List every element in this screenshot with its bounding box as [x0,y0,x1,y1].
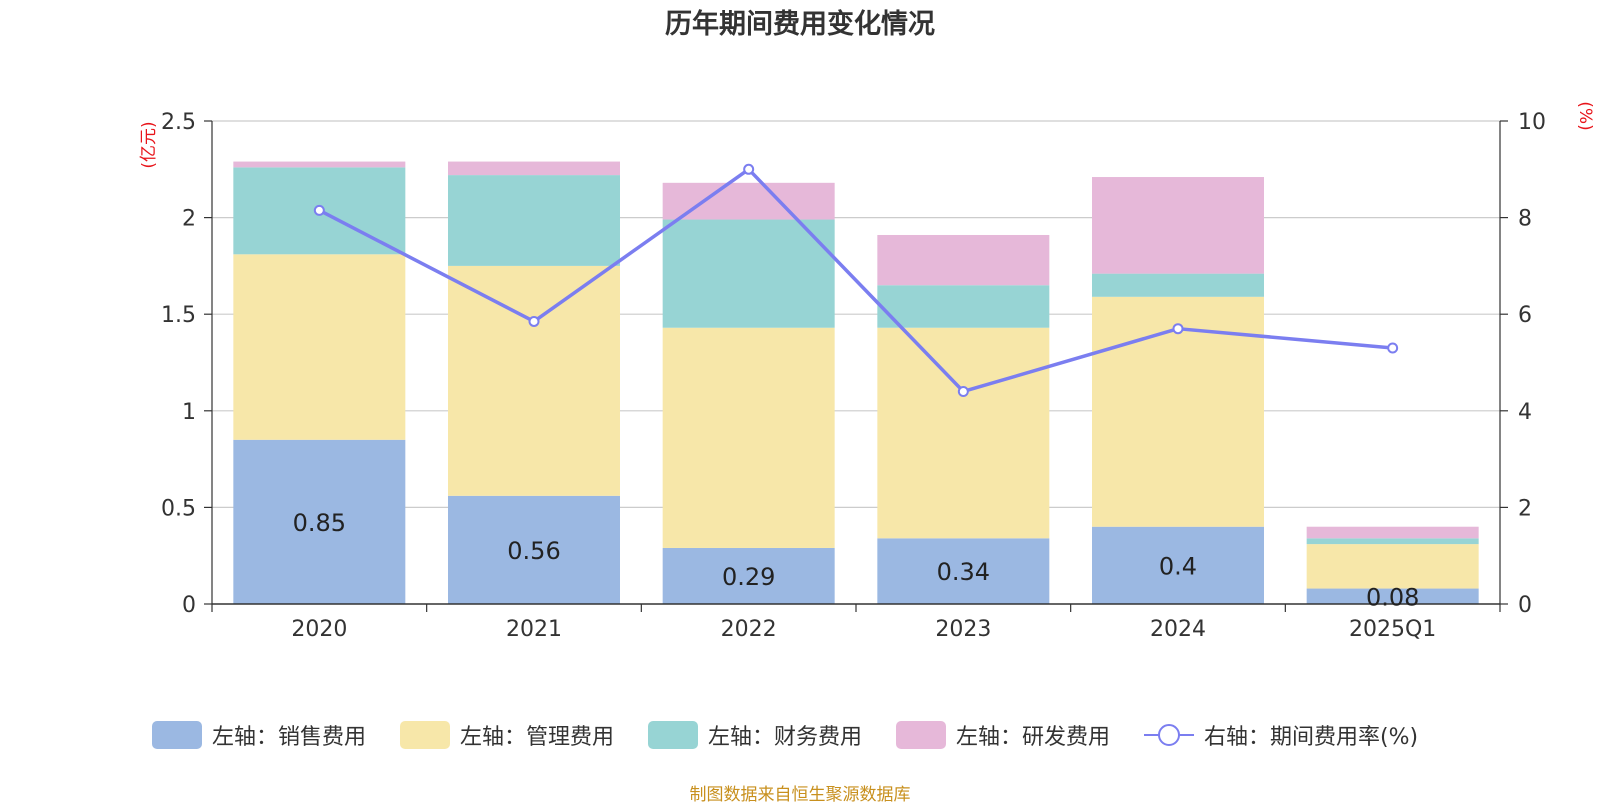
bar-value-label: 0.29 [722,563,775,591]
x-axis-tick-label: 2020 [291,617,347,642]
rate-point [1387,342,1399,354]
legend-label-finance: 左轴：财务费用 [708,725,863,750]
legend-label-rate: 右轴：期间费用率(%) [1204,725,1419,750]
chart-title: 历年期间费用变化情况 [665,9,935,40]
legend-swatch-finance [648,721,698,749]
bar-segment [448,495,620,604]
rate-point [743,163,755,175]
bar-value-label: 0.56 [507,537,560,565]
rate-point [957,385,969,397]
legend-swatch-sales [152,721,202,749]
bar-segment [448,161,620,176]
left-axis-tick-label: 0 [182,593,196,618]
left-axis-tick-label: 1 [182,400,196,425]
legend-item-rd[interactable]: 左轴：研发费用 [896,717,1110,753]
legend-swatch-admin [400,721,450,749]
bar-segment [662,219,835,328]
left-axis-tick-label: 2 [182,207,196,232]
bar-segment [662,327,835,548]
bar-segment [877,538,1050,604]
x-axis-tick-label: 2025Q1 [1349,617,1436,642]
legend-swatch-rate [1144,721,1194,749]
bar-segment [1092,526,1264,604]
left-axis-unit: (亿元) [139,121,159,168]
chart-canvas: 0 0.5 1 1.5 2 2.5 0 2 4 6 8 10 2020 2021 2022 2023 2024 2… [139,101,1595,642]
bar-segment [662,547,835,604]
left-axis-tick-label: 0.5 [161,496,196,521]
axes: 0 0.5 1 1.5 2 2.5 0 2 4 6 8 10 2020 2021 2022 2023 2024 2… [161,110,1546,642]
bar-segment [1306,588,1479,604]
bar-segment [233,254,406,440]
bar-segment [662,182,835,220]
bar-segment [1306,526,1479,539]
bar-segment [877,327,1050,539]
x-axis-tick-label: 2024 [1150,617,1206,642]
rate-line [318,167,1393,394]
bar-segment [877,234,1050,286]
bar-value-label: 0.85 [293,509,346,537]
x-axis-tick-label: 2022 [721,617,777,642]
rate-point [528,315,540,327]
rate-point [1172,323,1184,335]
bars [233,161,1479,604]
right-axis-tick-label: 2 [1518,496,1532,521]
bar-segment [1306,538,1479,545]
bar-labels: 0.85 0.56 0.29 0.34 0.4 0.08 [293,509,1420,611]
bar-value-label: 0.4 [1159,552,1197,580]
bar-segment [1092,273,1264,297]
legend-item-admin[interactable]: 左轴：管理费用 [400,717,614,753]
legend-label-rd: 左轴：研发费用 [956,725,1111,750]
left-axis-tick-label: 1.5 [161,303,196,328]
bar-segment [233,439,406,604]
right-axis-tick-label: 0 [1518,593,1532,618]
right-axis-unit: (%) [1575,101,1595,130]
bar-segment [1306,544,1479,589]
bar-segment [1092,177,1264,274]
right-axis-tick-label: 4 [1518,400,1532,425]
right-axis-tick-label: 8 [1518,207,1532,232]
bar-segment [877,285,1050,328]
legend-label-sales: 左轴：销售费用 [212,725,367,750]
x-axis-tick-label: 2021 [506,617,562,642]
rate-point [313,204,325,216]
right-axis-tick-label: 10 [1518,110,1546,135]
bar-value-label: 0.08 [1366,583,1419,611]
legend-item-sales[interactable]: 左轴：销售费用 [152,717,366,753]
data-source-note: 制图数据来自恒生聚源数据库 [689,785,911,805]
bar-value-label: 0.34 [937,558,990,586]
bar-segment [448,265,620,496]
legend-swatch-rd [896,721,946,749]
right-axis-tick-label: 6 [1518,303,1532,328]
rate-line-layer [313,163,1399,397]
legend-label-admin: 左轴：管理费用 [460,725,615,750]
gridlines [212,120,1500,508]
bar-segment [233,161,406,168]
legend-item-finance[interactable]: 左轴：财务费用 [648,717,862,753]
legend-item-rate[interactable]: 右轴：期间费用率(%) [1144,717,1418,753]
x-axis-tick-label: 2023 [935,617,991,642]
legend: 左轴：销售费用 左轴：管理费用 左轴：财务费用 左轴：研发费用 右轴：期间费用率… [0,717,1600,753]
left-axis-tick-label: 2.5 [161,110,196,135]
bar-segment [448,175,620,266]
